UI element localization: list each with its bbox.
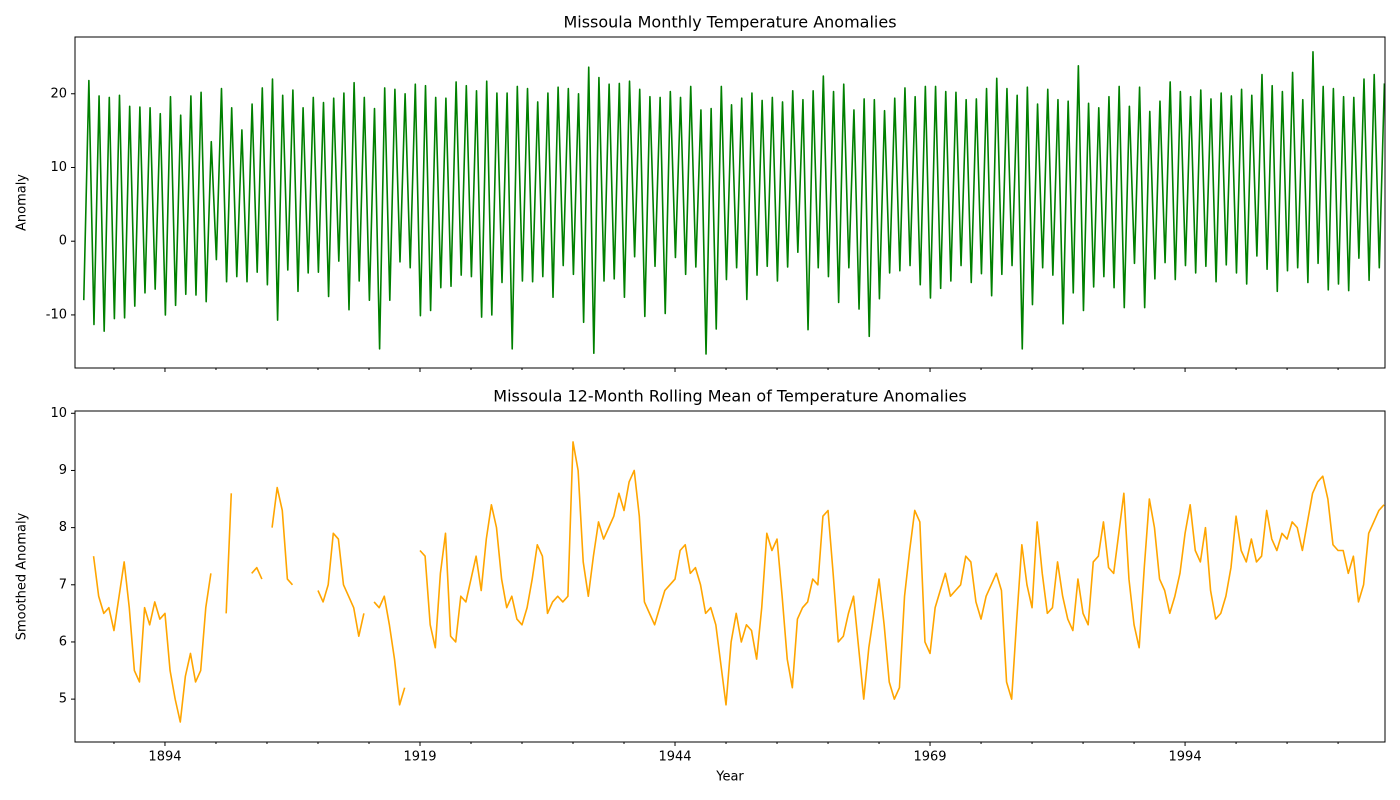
y-tick-label: 8 [59,520,67,535]
chart-title: Missoula Monthly Temperature Anomalies [563,13,896,32]
x-tick-label: 1969 [913,750,946,765]
y-axis-label: Anomaly [15,174,30,231]
y-tick-label: 9 [59,463,67,478]
x-axis-label: Year [715,770,744,785]
y-tick-label: 10 [50,160,67,175]
plot-frame [74,410,1386,743]
plot-frame [74,36,1386,369]
y-tick-label: -10 [46,307,67,322]
y-axis-label: Smoothed Anomaly [15,512,30,640]
y-tick-label: 0 [59,234,67,249]
data-line [92,441,1385,723]
x-tick-label: 1919 [403,750,436,765]
y-tick-label: 5 [59,692,67,707]
x-tick-label: 1894 [148,750,181,765]
y-tick-label: 7 [59,577,67,592]
chart-title: Missoula 12-Month Rolling Mean of Temper… [493,387,966,406]
y-tick-label: 20 [50,86,67,101]
y-tick-label: 10 [50,406,67,421]
x-tick-label: 1944 [658,750,691,765]
y-tick-label: 6 [59,634,67,649]
data-line [82,50,1386,355]
x-tick-label: 1994 [1169,750,1202,765]
